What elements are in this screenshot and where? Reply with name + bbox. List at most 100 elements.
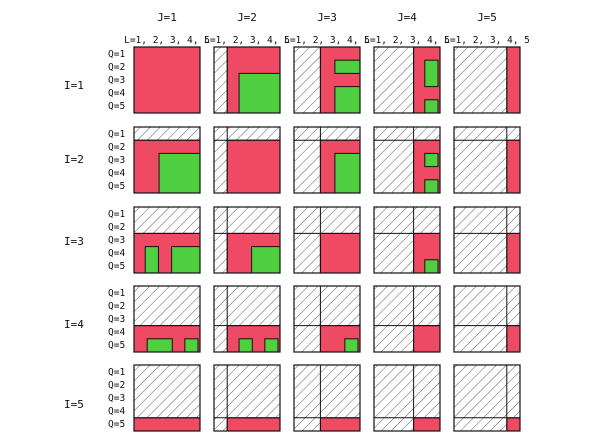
green-region <box>424 259 439 274</box>
hatched-region <box>454 286 520 326</box>
green-region <box>424 179 439 194</box>
red-region <box>319 417 361 432</box>
q-label: Q=5 <box>108 261 125 272</box>
green-region <box>334 59 361 74</box>
row-label: I=5 <box>64 398 84 411</box>
q-label: Q=3 <box>108 235 125 246</box>
green-region <box>334 86 361 114</box>
grid-cell <box>133 206 201 274</box>
q-label: Q=5 <box>108 419 125 430</box>
green-region <box>264 338 279 353</box>
green-region <box>158 152 201 194</box>
q-label: Q=1 <box>108 288 125 299</box>
red-region <box>413 417 441 432</box>
red-region <box>319 232 361 274</box>
hatched-region <box>294 127 360 141</box>
green-region <box>424 152 439 168</box>
hatched-region <box>454 47 507 113</box>
red-region <box>226 139 281 194</box>
cell-border <box>133 206 201 274</box>
hatched-region <box>294 365 360 418</box>
q-label: Q=3 <box>108 155 125 166</box>
grid-cell <box>133 126 201 194</box>
cell-border <box>453 206 521 274</box>
hatched-region <box>134 286 200 326</box>
red-region <box>133 46 201 114</box>
column-headers: J=1 J=2 J=3 J=4 J=5 L=1, 2, 3, 4, 5 L=1,… <box>124 11 530 46</box>
hatched-region <box>134 365 200 418</box>
hatched-region <box>214 127 280 141</box>
column-sublabel: L=1, 2, 3, 4, 5 <box>124 35 210 46</box>
q-label: Q=2 <box>108 142 125 153</box>
q-label: Q=4 <box>108 248 125 259</box>
hatched-region <box>454 140 507 193</box>
column-sublabel: L=1, 2, 3, 4, 5 <box>284 35 370 46</box>
green-region <box>238 338 253 353</box>
column-label: J=3 <box>317 11 337 24</box>
cell-border <box>293 364 361 432</box>
green-region <box>334 152 361 194</box>
grid-cell <box>293 364 361 432</box>
cell-border <box>453 126 521 194</box>
cell-border <box>373 206 441 274</box>
q-label: Q=4 <box>108 168 125 179</box>
cell-border <box>213 285 281 353</box>
hatched-region <box>374 365 440 418</box>
green-region <box>146 338 173 353</box>
grid-cell <box>453 46 521 114</box>
q-label: Q=2 <box>108 62 125 73</box>
cell-border <box>213 206 281 274</box>
q-label: Q=5 <box>108 340 125 351</box>
red-region <box>506 46 521 114</box>
cell-border <box>133 364 201 432</box>
green-region <box>238 72 281 114</box>
hatched-region <box>294 207 360 234</box>
hatched-region <box>214 365 280 418</box>
green-region <box>171 246 201 274</box>
red-region <box>133 417 201 432</box>
hatched-region <box>214 325 228 352</box>
hatched-region <box>294 325 321 352</box>
grid-cell <box>133 285 201 353</box>
hatched-region <box>214 47 228 113</box>
hatched-region <box>294 286 360 326</box>
column-sublabel: L=1, 2, 3, 4, 5 <box>364 35 450 46</box>
q-label: Q=1 <box>108 367 125 378</box>
hatched-region <box>294 47 321 113</box>
grid-cell <box>453 364 521 432</box>
hatched-region <box>454 127 520 141</box>
green-region <box>424 99 439 114</box>
column-sublabel: L=1, 2, 3, 4, 5 <box>204 35 290 46</box>
hatched-region <box>134 127 200 141</box>
q-label: Q=5 <box>108 181 125 192</box>
column-label: J=5 <box>477 11 497 24</box>
hatched-region <box>214 140 228 193</box>
q-label: Q=3 <box>108 75 125 86</box>
green-region <box>424 59 439 88</box>
red-region <box>413 325 441 353</box>
row-label: I=4 <box>64 318 84 331</box>
hatched-region <box>374 233 414 273</box>
cell-border <box>293 46 361 114</box>
q-label: Q=4 <box>108 406 125 417</box>
grid-cell <box>373 206 441 274</box>
cell-border <box>213 46 281 114</box>
grid-cell <box>213 46 281 114</box>
hatched-region <box>374 140 414 193</box>
cell-border <box>373 364 441 432</box>
hatched-region <box>374 207 440 234</box>
q-label: Q=4 <box>108 327 125 338</box>
q-label: Q=2 <box>108 301 125 312</box>
column-label: J=1 <box>157 11 177 24</box>
cell-border <box>133 285 201 353</box>
q-label: Q=1 <box>108 209 125 220</box>
grid-cell <box>213 364 281 432</box>
green-region <box>144 246 159 274</box>
red-region <box>506 232 521 274</box>
cell-border <box>453 364 521 432</box>
cell-border <box>133 46 201 114</box>
row-headers: I=1 I=2 I=3 I=4 I=5 <box>64 79 84 411</box>
cell-border <box>293 206 361 274</box>
column-label: J=2 <box>237 11 257 24</box>
hatched-region <box>374 417 414 431</box>
